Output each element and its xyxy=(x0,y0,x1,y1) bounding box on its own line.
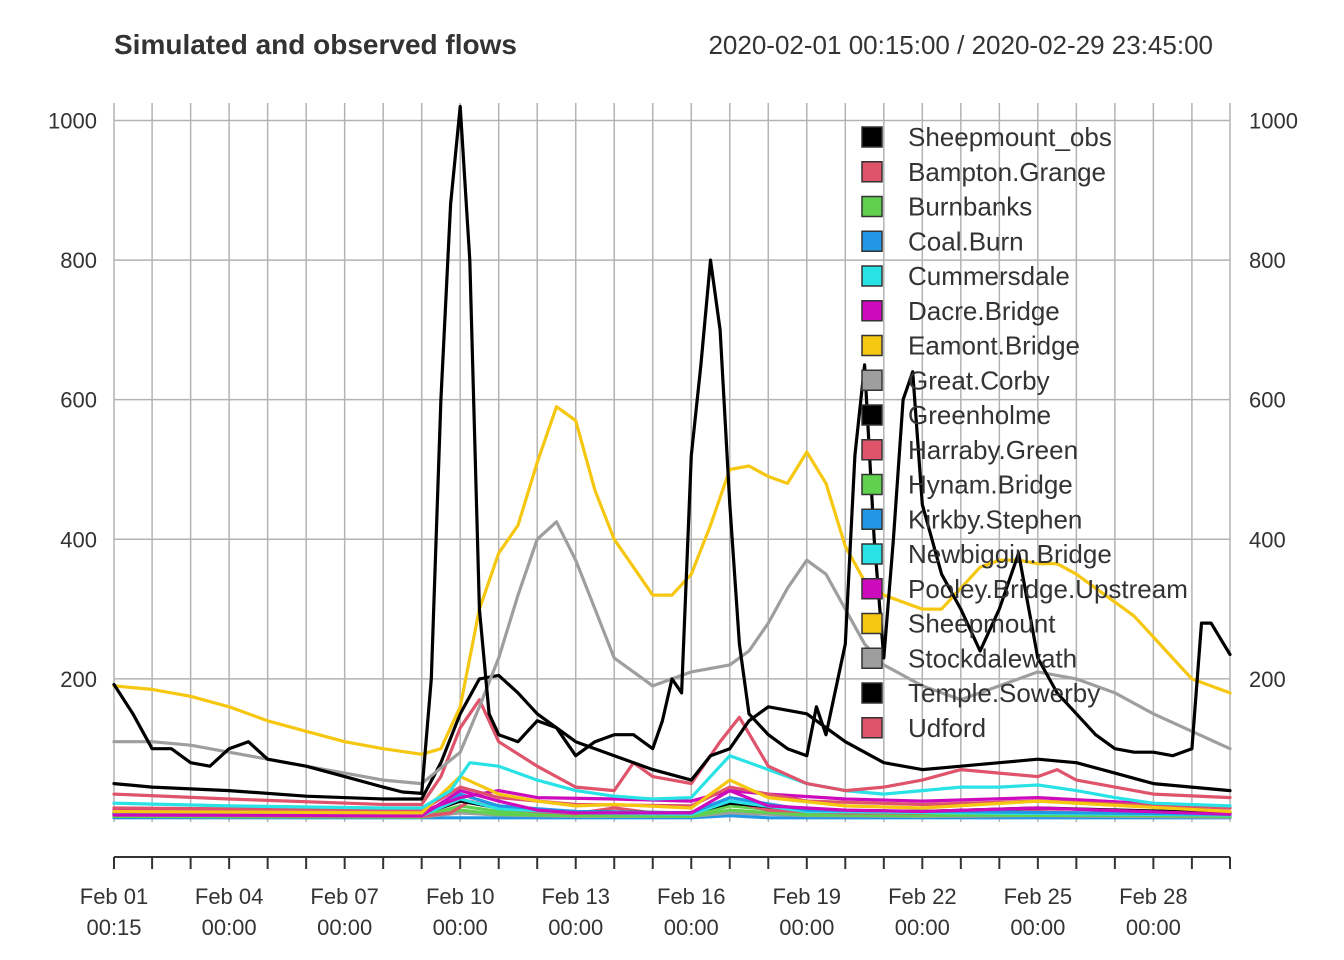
legend-swatch xyxy=(861,300,883,322)
legend: Sheepmount_obs Bampton.Grange Burnbanks Coa… xyxy=(861,122,1188,743)
legend-swatch xyxy=(861,195,883,218)
x-tick-label: Feb 19 xyxy=(773,884,842,909)
x-tick-label: Feb 13 xyxy=(541,884,610,909)
legend-label: Pooley.Bridge.Upstream xyxy=(908,574,1188,604)
legend-label: Cummersdale xyxy=(908,261,1070,291)
legend-swatch xyxy=(861,543,883,565)
y-tick-label-right: 1000 xyxy=(1249,108,1298,133)
x-tick-label: 00:00 xyxy=(1010,915,1065,940)
chart-title: Simulated and observed flows xyxy=(114,29,517,60)
x-tick-label: Feb 28 xyxy=(1119,884,1188,909)
legend-label: Udford xyxy=(908,713,986,743)
series-line-great-corby xyxy=(112,520,1232,786)
series-line-dacre-bridge xyxy=(112,788,1232,818)
legend-label: Burnbanks xyxy=(908,192,1032,222)
series-line-udford xyxy=(112,785,1232,812)
y-tick-label-right: 600 xyxy=(1249,388,1286,413)
x-tick-label: 00:00 xyxy=(895,915,950,940)
y-tick-label-left: 800 xyxy=(60,248,97,273)
legend-label: Newbiggin.Bridge xyxy=(908,539,1112,569)
y-tick-label-left: 1000 xyxy=(48,108,97,133)
series-line-cummersdale xyxy=(112,754,1232,810)
legend-label: Bampton.Grange xyxy=(908,157,1106,187)
y-tick-label-right: 400 xyxy=(1249,527,1286,552)
legend-label: Coal.Burn xyxy=(908,226,1024,256)
x-tick-label: 00:00 xyxy=(1126,915,1181,940)
legend-swatch xyxy=(861,647,883,669)
legend-label: Greenholme xyxy=(908,400,1051,430)
legend-swatch xyxy=(861,404,883,426)
legend-swatch xyxy=(861,612,883,635)
legend-swatch xyxy=(861,369,883,391)
y-tick-label-left: 400 xyxy=(60,527,97,552)
x-tick-label: Feb 07 xyxy=(310,884,379,909)
x-tick-label: 00:00 xyxy=(548,915,603,940)
legend-label: Dacre.Bridge xyxy=(908,296,1060,326)
y-tick-label-left: 200 xyxy=(60,667,97,692)
x-tick-label: 00:00 xyxy=(317,915,372,940)
y-tick-label-left: 600 xyxy=(60,388,97,413)
chart-subtitle: 2020-02-01 00:15:00 / 2020-02-29 23:45:0… xyxy=(708,30,1213,60)
x-tick-label: 00:00 xyxy=(779,915,834,940)
series-line-harraby-green xyxy=(112,698,1232,807)
legend-label: Sheepmount_obs xyxy=(908,122,1112,152)
series-lines xyxy=(112,104,1232,820)
x-tick-label: 00:00 xyxy=(202,915,257,940)
legend-label: Temple.Sowerby xyxy=(908,678,1100,708)
legend-swatch xyxy=(861,230,883,252)
x-tick-label: Feb 16 xyxy=(657,884,726,909)
y-tick-label-right: 800 xyxy=(1249,248,1286,273)
legend-swatch xyxy=(861,161,883,183)
x-tick-label: 00:00 xyxy=(433,915,488,940)
legend-label: Kirkby.Stephen xyxy=(908,504,1082,534)
legend-swatch xyxy=(861,334,883,357)
legend-label: Sheepmount xyxy=(908,609,1056,639)
x-tick-label: Feb 04 xyxy=(195,884,264,909)
x-tick-label: 00:00 xyxy=(664,915,719,940)
x-tick-label: Feb 25 xyxy=(1004,884,1073,909)
legend-label: Stockdalewath xyxy=(908,643,1077,673)
legend-swatch xyxy=(861,578,883,600)
legend-label: Hynam.Bridge xyxy=(908,470,1073,500)
series-line-eamont-bridge xyxy=(112,774,1232,815)
legend-label: Harraby.Green xyxy=(908,435,1078,465)
legend-label: Eamont.Bridge xyxy=(908,331,1080,361)
legend-swatch xyxy=(861,508,883,530)
legend-swatch xyxy=(861,682,883,704)
series-line-pooley-bridge-upstream xyxy=(112,788,1232,814)
x-tick-label: Feb 10 xyxy=(426,884,495,909)
legend-swatch xyxy=(861,439,883,461)
axes: 200 200 400 400 600 600 800 800 1000 1000 Feb 01 00… xyxy=(48,108,1298,940)
x-tick-label: 00:15 xyxy=(86,915,141,940)
legend-swatch xyxy=(861,265,883,287)
series-line-temple-sowerby xyxy=(112,673,1232,801)
legend-swatch xyxy=(861,473,883,496)
legend-swatch xyxy=(861,126,883,148)
x-tick-label: Feb 01 xyxy=(80,884,149,909)
legend-swatch xyxy=(861,717,883,739)
x-tick-label: Feb 22 xyxy=(888,884,957,909)
legend-label: Great.Corby xyxy=(908,365,1050,395)
y-tick-label-right: 200 xyxy=(1249,667,1286,692)
series-line-sheepmount-obs xyxy=(112,104,1232,796)
